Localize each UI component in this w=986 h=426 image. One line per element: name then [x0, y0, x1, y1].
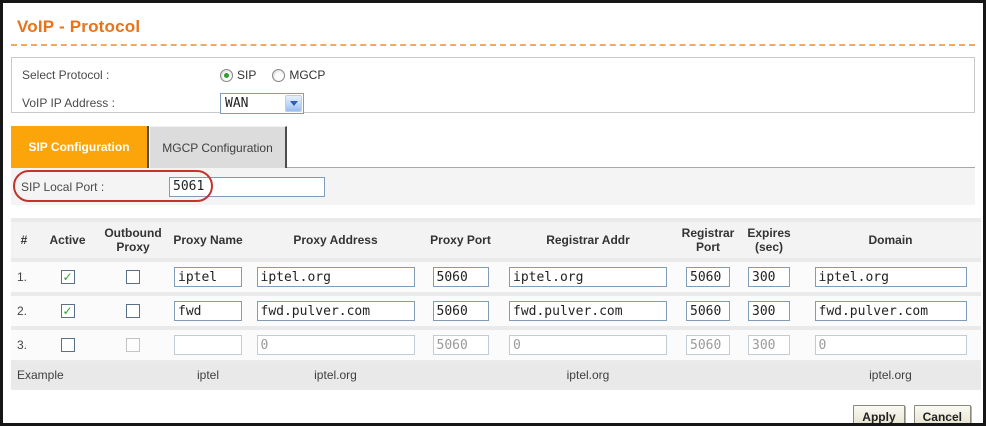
- proxy-port-input[interactable]: [432, 301, 489, 321]
- configuration-tabbar: SIP Configuration MGCP Configuration: [11, 126, 975, 168]
- sip-proxy-table: # Active Outbound Proxy Proxy Name Proxy…: [11, 218, 981, 390]
- domain-input: [814, 335, 967, 355]
- dropdown-arrow-button[interactable]: [285, 94, 302, 112]
- col-header-domain: Domain: [800, 222, 981, 258]
- action-buttons: Apply Cancel: [11, 405, 975, 423]
- row-number: 1.: [11, 262, 37, 292]
- domain-input[interactable]: [814, 301, 967, 321]
- protocol-select-box: Select Protocol : SIP MGCP VoIP IP Addre…: [11, 57, 975, 114]
- col-header-expires: Expires (sec): [738, 222, 800, 258]
- registrar-addr-input[interactable]: [509, 267, 667, 287]
- proxy-address-input[interactable]: [256, 267, 415, 287]
- proxy-name-input[interactable]: [174, 335, 242, 355]
- active-checkbox[interactable]: ✓: [60, 270, 75, 284]
- example-domain: iptel.org: [800, 364, 981, 386]
- col-header-proxy-address: Proxy Address: [248, 222, 423, 258]
- radio-mgcp-label: MGCP: [289, 68, 326, 82]
- radio-sip-icon[interactable]: [220, 68, 233, 82]
- registrar-addr-input: [509, 335, 667, 355]
- col-header-outbound-proxy: Outbound Proxy: [98, 222, 168, 258]
- table-row: 3.: [11, 330, 981, 360]
- example-proxy-address: iptel.org: [248, 364, 423, 386]
- sip-local-port-row: SIP Local Port :: [11, 168, 975, 205]
- proxy-address-input[interactable]: [256, 301, 415, 321]
- registrar-port-input[interactable]: [686, 267, 730, 287]
- registrar-addr-input[interactable]: [509, 301, 667, 321]
- col-header-num: #: [11, 222, 37, 258]
- domain-input[interactable]: [814, 267, 967, 287]
- outbound-proxy-checkbox[interactable]: [126, 304, 140, 318]
- proxy-address-input: [256, 335, 415, 355]
- table-row: 1. ✓: [11, 262, 981, 292]
- voip-ip-address-select[interactable]: WAN: [220, 92, 304, 114]
- table-header-row: # Active Outbound Proxy Proxy Name Proxy…: [11, 222, 981, 258]
- dashed-separator: [11, 44, 975, 46]
- cancel-button[interactable]: Cancel: [913, 405, 971, 423]
- voip-ip-address-value: WAN: [225, 95, 249, 111]
- page-title: VoIP - Protocol: [17, 17, 141, 36]
- active-checkbox[interactable]: [60, 338, 75, 352]
- expires-input: [748, 335, 790, 355]
- example-row: Example iptel iptel.org iptel.org iptel.…: [11, 364, 981, 386]
- registrar-port-input[interactable]: [686, 301, 730, 321]
- col-header-active: Active: [37, 222, 98, 258]
- proxy-name-input[interactable]: [174, 267, 242, 287]
- example-label: Example: [11, 364, 168, 386]
- protocol-radio-group: SIP MGCP: [220, 68, 325, 82]
- sip-local-port-label: SIP Local Port :: [21, 179, 105, 194]
- col-header-registrar-addr: Registrar Addr: [498, 222, 678, 258]
- row-number: 2.: [11, 296, 37, 326]
- expires-input[interactable]: [748, 301, 790, 321]
- example-proxy-name: iptel: [168, 364, 248, 386]
- table-row: 2. ✓: [11, 296, 981, 326]
- outbound-proxy-checkbox: [126, 338, 140, 352]
- sip-local-port-input[interactable]: [169, 176, 325, 197]
- tab-mgcp-configuration[interactable]: MGCP Configuration: [149, 126, 287, 168]
- col-header-proxy-port: Proxy Port: [423, 222, 498, 258]
- radio-mgcp-icon[interactable]: [272, 68, 286, 82]
- col-header-registrar-port: Registrar Port: [678, 222, 738, 258]
- radio-mgcp[interactable]: MGCP: [272, 68, 325, 82]
- apply-button[interactable]: Apply: [853, 405, 905, 423]
- example-registrar-addr: iptel.org: [498, 364, 678, 386]
- proxy-port-input[interactable]: [432, 267, 489, 287]
- col-header-proxy-name: Proxy Name: [168, 222, 248, 258]
- select-protocol-label: Select Protocol :: [22, 68, 110, 82]
- registrar-port-input: [686, 335, 730, 355]
- radio-sip-label: SIP: [237, 68, 257, 82]
- proxy-port-input: [432, 335, 489, 355]
- outbound-proxy-checkbox[interactable]: [126, 270, 140, 284]
- row-number: 3.: [11, 330, 37, 360]
- radio-sip[interactable]: SIP: [220, 68, 256, 82]
- voip-ip-address-label: VoIP IP Address :: [22, 96, 115, 110]
- chevron-down-icon: [289, 100, 298, 106]
- tab-sip-configuration[interactable]: SIP Configuration: [11, 126, 149, 168]
- active-checkbox[interactable]: ✓: [60, 304, 75, 318]
- proxy-name-input[interactable]: [174, 301, 242, 321]
- expires-input[interactable]: [748, 267, 790, 287]
